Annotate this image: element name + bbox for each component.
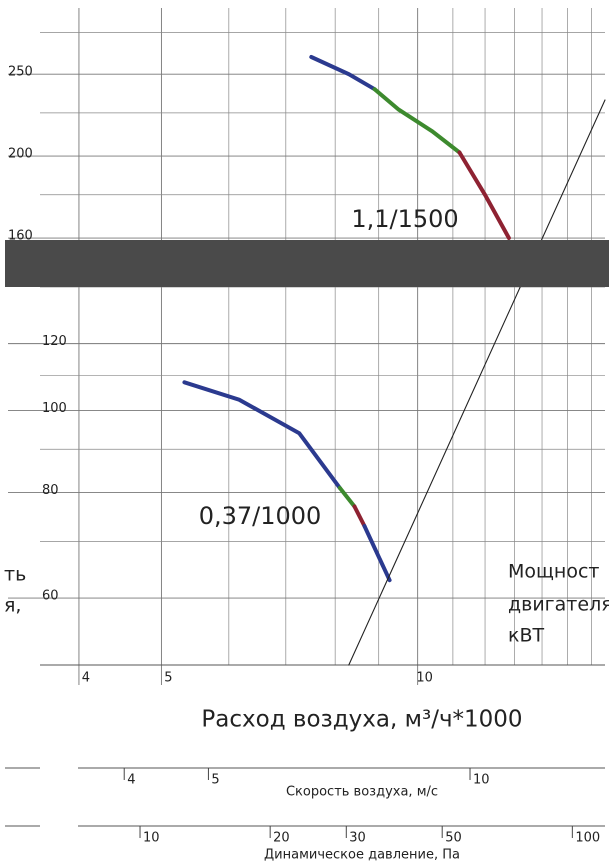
- annotation: Мощност: [508, 561, 599, 583]
- annotation: кВТ: [508, 625, 545, 647]
- tick-label: 10: [143, 831, 160, 846]
- tick-label: 20: [273, 831, 290, 846]
- curve: [348, 99, 606, 666]
- curve: [372, 87, 462, 155]
- scan-band: [5, 240, 609, 287]
- annotation: двигателя: [508, 594, 609, 616]
- x-axis-title: Расход воздуха, м³/ч*1000: [201, 707, 522, 733]
- curve: [362, 524, 392, 583]
- curve: [352, 504, 367, 529]
- tick-label: 4: [127, 773, 135, 788]
- tick-label: 10: [473, 773, 490, 788]
- y-tick-label: 60: [42, 589, 59, 604]
- y-tick-label: 250: [8, 65, 33, 80]
- x-tick-label: 4: [82, 671, 90, 686]
- x-tick-label: 10: [416, 671, 433, 686]
- tick-label: 30: [349, 831, 366, 846]
- annotation: 0,37/1000: [199, 502, 322, 530]
- curve: [337, 485, 357, 509]
- y-tick-label: 200: [8, 147, 33, 162]
- tick-label: 5: [211, 773, 219, 788]
- curve: [182, 380, 342, 490]
- x-tick-label: 5: [164, 671, 172, 686]
- velocity-axis-title: Скорость воздуха, м/с: [286, 785, 438, 800]
- annotation: ть: [4, 564, 26, 586]
- annotation: 1,1/1500: [351, 205, 458, 233]
- tick-label: 50: [445, 831, 462, 846]
- curve: [309, 55, 377, 92]
- y-tick-label: 160: [8, 229, 33, 244]
- pressure-axis-title: Динамическое давление, Па: [264, 848, 460, 863]
- annotation: я,: [4, 595, 21, 617]
- y-tick-label: 120: [42, 334, 67, 349]
- curve: [457, 150, 511, 240]
- y-tick-label: 100: [42, 401, 67, 416]
- tick-label: 100: [575, 831, 600, 846]
- y-tick-label: 80: [42, 483, 59, 498]
